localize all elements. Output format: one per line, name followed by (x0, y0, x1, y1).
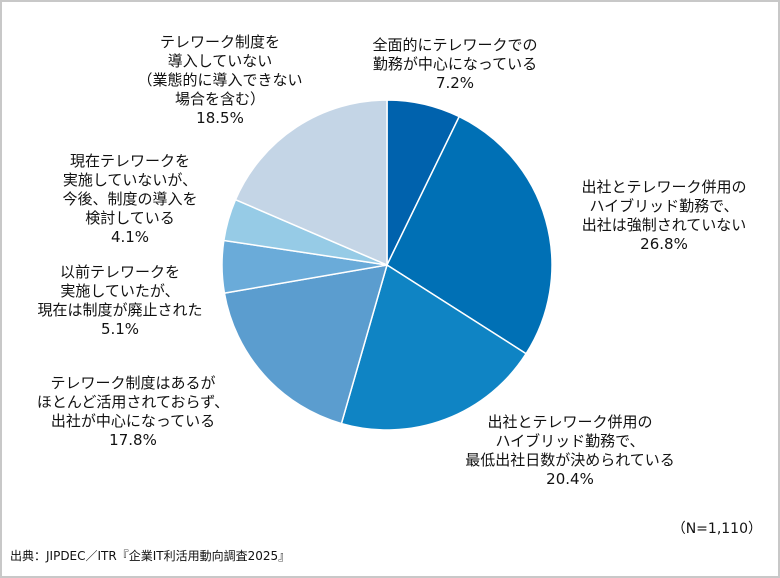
source-note: 出典：JIPDEC／ITR『企業IT利活用動向調査2025』 (10, 549, 291, 563)
slice-label-2: 出社とテレワーク併用の ハイブリッド勤務で、 最低出社日数が決められている 20… (465, 413, 675, 488)
slice-label-1: 出社とテレワーク併用の ハイブリッド勤務で、 出社は強制されていない 26.8% (581, 178, 747, 253)
slice-label-0: 全面的にテレワークでの 勤務が中心になっている 7.2% (372, 36, 538, 92)
pie-slice-2 (340, 263, 528, 431)
slice-label-3: テレワーク制度はあるが ほとんど活用されておらず、 出社が中心になっている 17… (36, 374, 230, 449)
pie-slice-6 (234, 99, 388, 267)
pie-slice-3 (223, 264, 389, 425)
slice-label-6: テレワーク制度を 導入していない （業態的に導入できない 場合を含む） 18.5… (137, 33, 303, 127)
sample-size: （N=1,110） (671, 521, 762, 537)
pie-slice-1 (386, 115, 553, 355)
slice-label-4: 以前テレワークを 実施していたが、 現在は制度が廃止された 5.1% (37, 263, 203, 338)
slice-label-5: 現在テレワークを 実施していないが、 今後、制度の導入を 検討している 4.1% (62, 152, 198, 246)
